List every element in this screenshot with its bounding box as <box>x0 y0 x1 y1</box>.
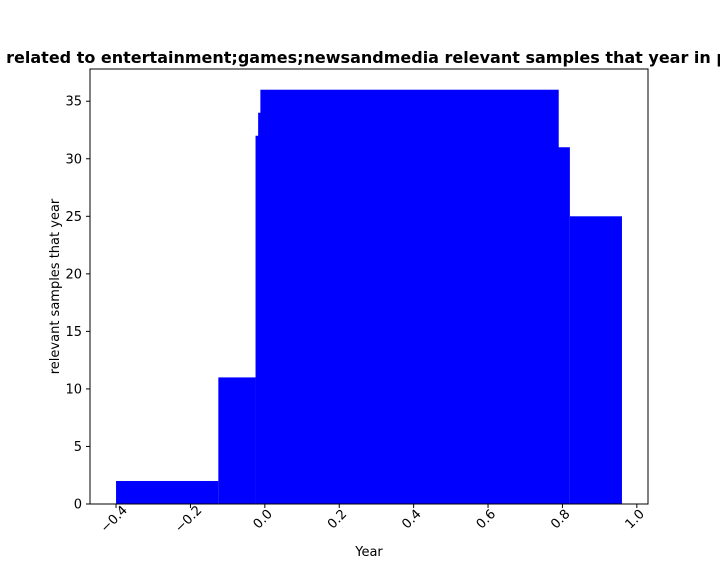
chart-title: related to entertainment;games;newsandme… <box>6 48 720 67</box>
y-tick-label: 30 <box>65 152 82 167</box>
x-tick-label: −0.4 <box>98 503 131 536</box>
y-tick-label: 35 <box>65 95 82 110</box>
y-tick-label: 5 <box>74 440 82 455</box>
plot-frame <box>89 68 649 505</box>
bar-4 <box>260 89 559 504</box>
y-tick-label: 0 <box>74 498 82 513</box>
bar-0 <box>116 480 219 504</box>
x-tick-label: 0.6 <box>474 507 499 532</box>
x-tick-label: 1.0 <box>623 507 648 532</box>
x-tick-label: 0.8 <box>548 507 573 532</box>
y-tick-label: 25 <box>65 210 82 225</box>
y-axis-ticks: 0 5 10 15 20 25 30 35 <box>65 95 90 513</box>
y-tick-label: 15 <box>65 325 82 340</box>
y-axis-label: relevant samples that year <box>48 198 63 374</box>
y-tick-label: 20 <box>65 267 82 282</box>
x-tick-label: 0.0 <box>251 507 276 532</box>
bar-1 <box>218 377 256 504</box>
x-tick-label: −0.2 <box>172 503 205 536</box>
x-axis-ticks: −0.4 −0.2 0.0 0.2 0.4 0.6 0.8 1.0 <box>98 503 648 536</box>
bars-layer <box>116 89 622 505</box>
y-tick-label: 10 <box>65 382 82 397</box>
bar-6 <box>569 216 622 505</box>
x-axis-label: Year <box>354 545 383 560</box>
x-tick-label: 0.2 <box>325 507 350 532</box>
x-tick-label: 0.4 <box>399 507 424 532</box>
bar-5 <box>555 147 570 504</box>
